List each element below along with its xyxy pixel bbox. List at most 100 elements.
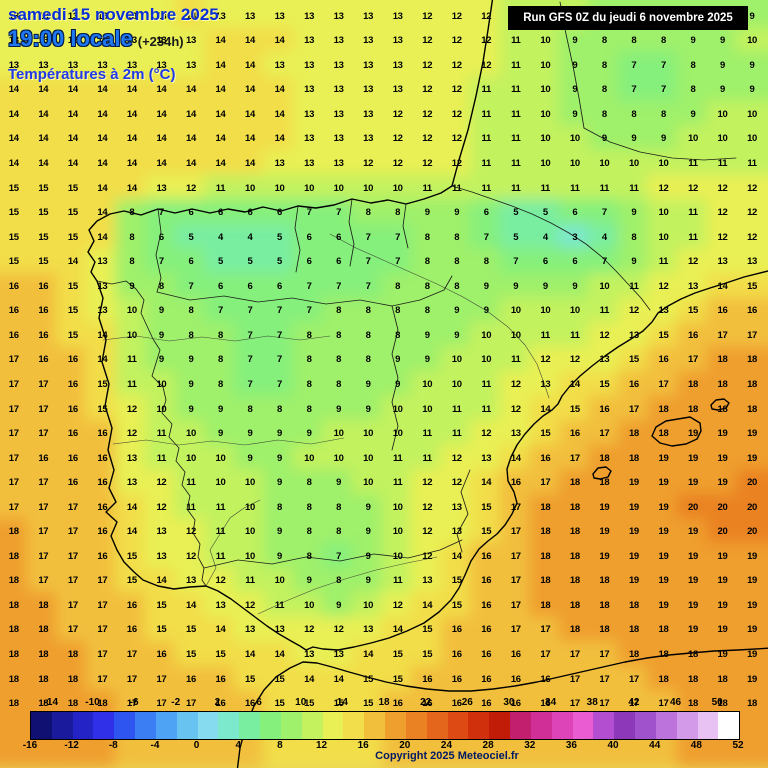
temp-value: 10 — [274, 182, 285, 194]
temp-value: 16 — [510, 649, 521, 661]
temp-value: 18 — [8, 526, 19, 538]
temp-value: 16 — [97, 501, 108, 513]
temp-value: 13 — [38, 59, 49, 71]
forecast-offset: (+234h) — [137, 34, 184, 49]
temp-value: 14 — [156, 84, 167, 96]
temp-value: 14 — [185, 158, 196, 170]
temp-value: 12 — [156, 477, 167, 489]
temp-value: 9 — [188, 354, 194, 366]
temp-value: 8 — [188, 329, 194, 341]
temp-value: 12 — [392, 108, 403, 120]
temp-value: 19 — [628, 575, 639, 587]
scale-tick-label: 32 — [524, 740, 536, 751]
temp-value: 5 — [188, 231, 194, 243]
temp-value: 17 — [717, 329, 728, 341]
color-scale — [30, 711, 740, 740]
temp-value: 15 — [67, 329, 78, 341]
temp-value: 12 — [717, 182, 728, 194]
temp-value: 9 — [129, 280, 135, 292]
temp-value: 19 — [688, 428, 698, 440]
scale-tick-label: 10 — [295, 697, 307, 708]
temp-value: 17 — [126, 649, 137, 661]
temp-value: 12 — [628, 305, 639, 317]
temp-value: 10 — [333, 182, 344, 194]
temp-value: 10 — [363, 599, 374, 611]
temp-value: 7 — [247, 305, 253, 317]
temp-value: 9 — [601, 133, 607, 145]
temp-value: 15 — [38, 231, 49, 243]
temp-value: 12 — [185, 550, 196, 562]
temp-value: 9 — [720, 84, 725, 96]
scale-segment — [551, 712, 573, 739]
temp-value: 8 — [601, 84, 607, 96]
temp-value: 10 — [540, 305, 551, 317]
temp-value: 5 — [217, 256, 223, 268]
temp-value: 13 — [304, 133, 315, 145]
temp-value: 13 — [363, 59, 374, 71]
temp-value: 7 — [158, 256, 164, 268]
temp-value: 5 — [542, 207, 548, 219]
scale-tick-label: 22 — [420, 697, 432, 708]
temp-value: 6 — [306, 256, 312, 268]
temp-value: 14 — [245, 158, 255, 170]
temp-value: 14 — [540, 403, 551, 415]
island-ibiza — [592, 466, 612, 480]
temp-value: 9 — [631, 133, 637, 145]
temp-value: 12 — [422, 84, 433, 96]
temp-value: 13 — [422, 575, 433, 587]
temp-value: 16 — [97, 477, 108, 489]
temp-value: 19 — [747, 624, 758, 636]
temp-value: 14 — [8, 108, 19, 120]
temp-value: 12 — [481, 428, 492, 440]
temp-value: 19 — [658, 501, 669, 513]
temp-value: 6 — [188, 256, 194, 268]
temp-value: 7 — [247, 329, 253, 341]
temp-value: 16 — [215, 698, 226, 710]
temp-value: 18 — [599, 477, 610, 489]
scale-tick-label: 34 — [545, 697, 557, 708]
temp-value: 10 — [215, 452, 226, 464]
temp-value: 10 — [658, 231, 669, 243]
local-time: 19:00 locale — [8, 26, 133, 51]
temp-value: 8 — [247, 403, 253, 415]
temp-value: 8 — [336, 354, 342, 366]
temp-value: 13 — [215, 10, 226, 22]
temp-value: 8 — [365, 305, 371, 317]
temp-value: 6 — [247, 207, 253, 219]
temp-value: 14 — [97, 158, 108, 170]
temp-value: 19 — [717, 452, 728, 464]
temp-value: 11 — [629, 280, 639, 292]
temp-value: 16 — [481, 550, 492, 562]
temp-value: 20 — [688, 501, 698, 513]
grid-row: 17 16 16 16 13 11 10 10 9 9 10 10 10 11 11 12 13 14 16 17 18… — [0, 447, 767, 472]
temp-value: 18 — [658, 428, 669, 440]
temp-value: 11 — [392, 477, 403, 489]
border-portugal — [96, 280, 207, 587]
temp-value: 16 — [510, 698, 521, 710]
scale-tick-label: 30 — [503, 697, 515, 708]
temp-value: 18 — [717, 673, 728, 685]
temp-value: 19 — [747, 452, 758, 464]
scale-tick-label: -8 — [108, 740, 118, 751]
temp-value: 13 — [392, 10, 403, 22]
temp-value: 13 — [156, 35, 167, 47]
temp-value: 19 — [747, 599, 758, 611]
temp-value: 13 — [156, 550, 167, 562]
temp-value: 18 — [8, 624, 19, 636]
temp-value: 4 — [217, 231, 223, 243]
temp-value: 8 — [129, 256, 135, 268]
temp-value: 15 — [185, 649, 196, 661]
temp-value: 16 — [8, 329, 19, 341]
temp-value: 17 — [658, 698, 669, 710]
scale-tick-label: 8 — [277, 740, 283, 751]
temp-value: 9 — [365, 526, 371, 538]
temp-value: 17 — [540, 649, 551, 661]
temp-value: 9 — [660, 133, 666, 145]
temp-value: 9 — [217, 403, 223, 415]
temp-value: 12 — [363, 158, 374, 170]
river-douro — [102, 335, 331, 342]
temp-value: 9 — [395, 354, 401, 366]
temp-value: 10 — [569, 305, 580, 317]
